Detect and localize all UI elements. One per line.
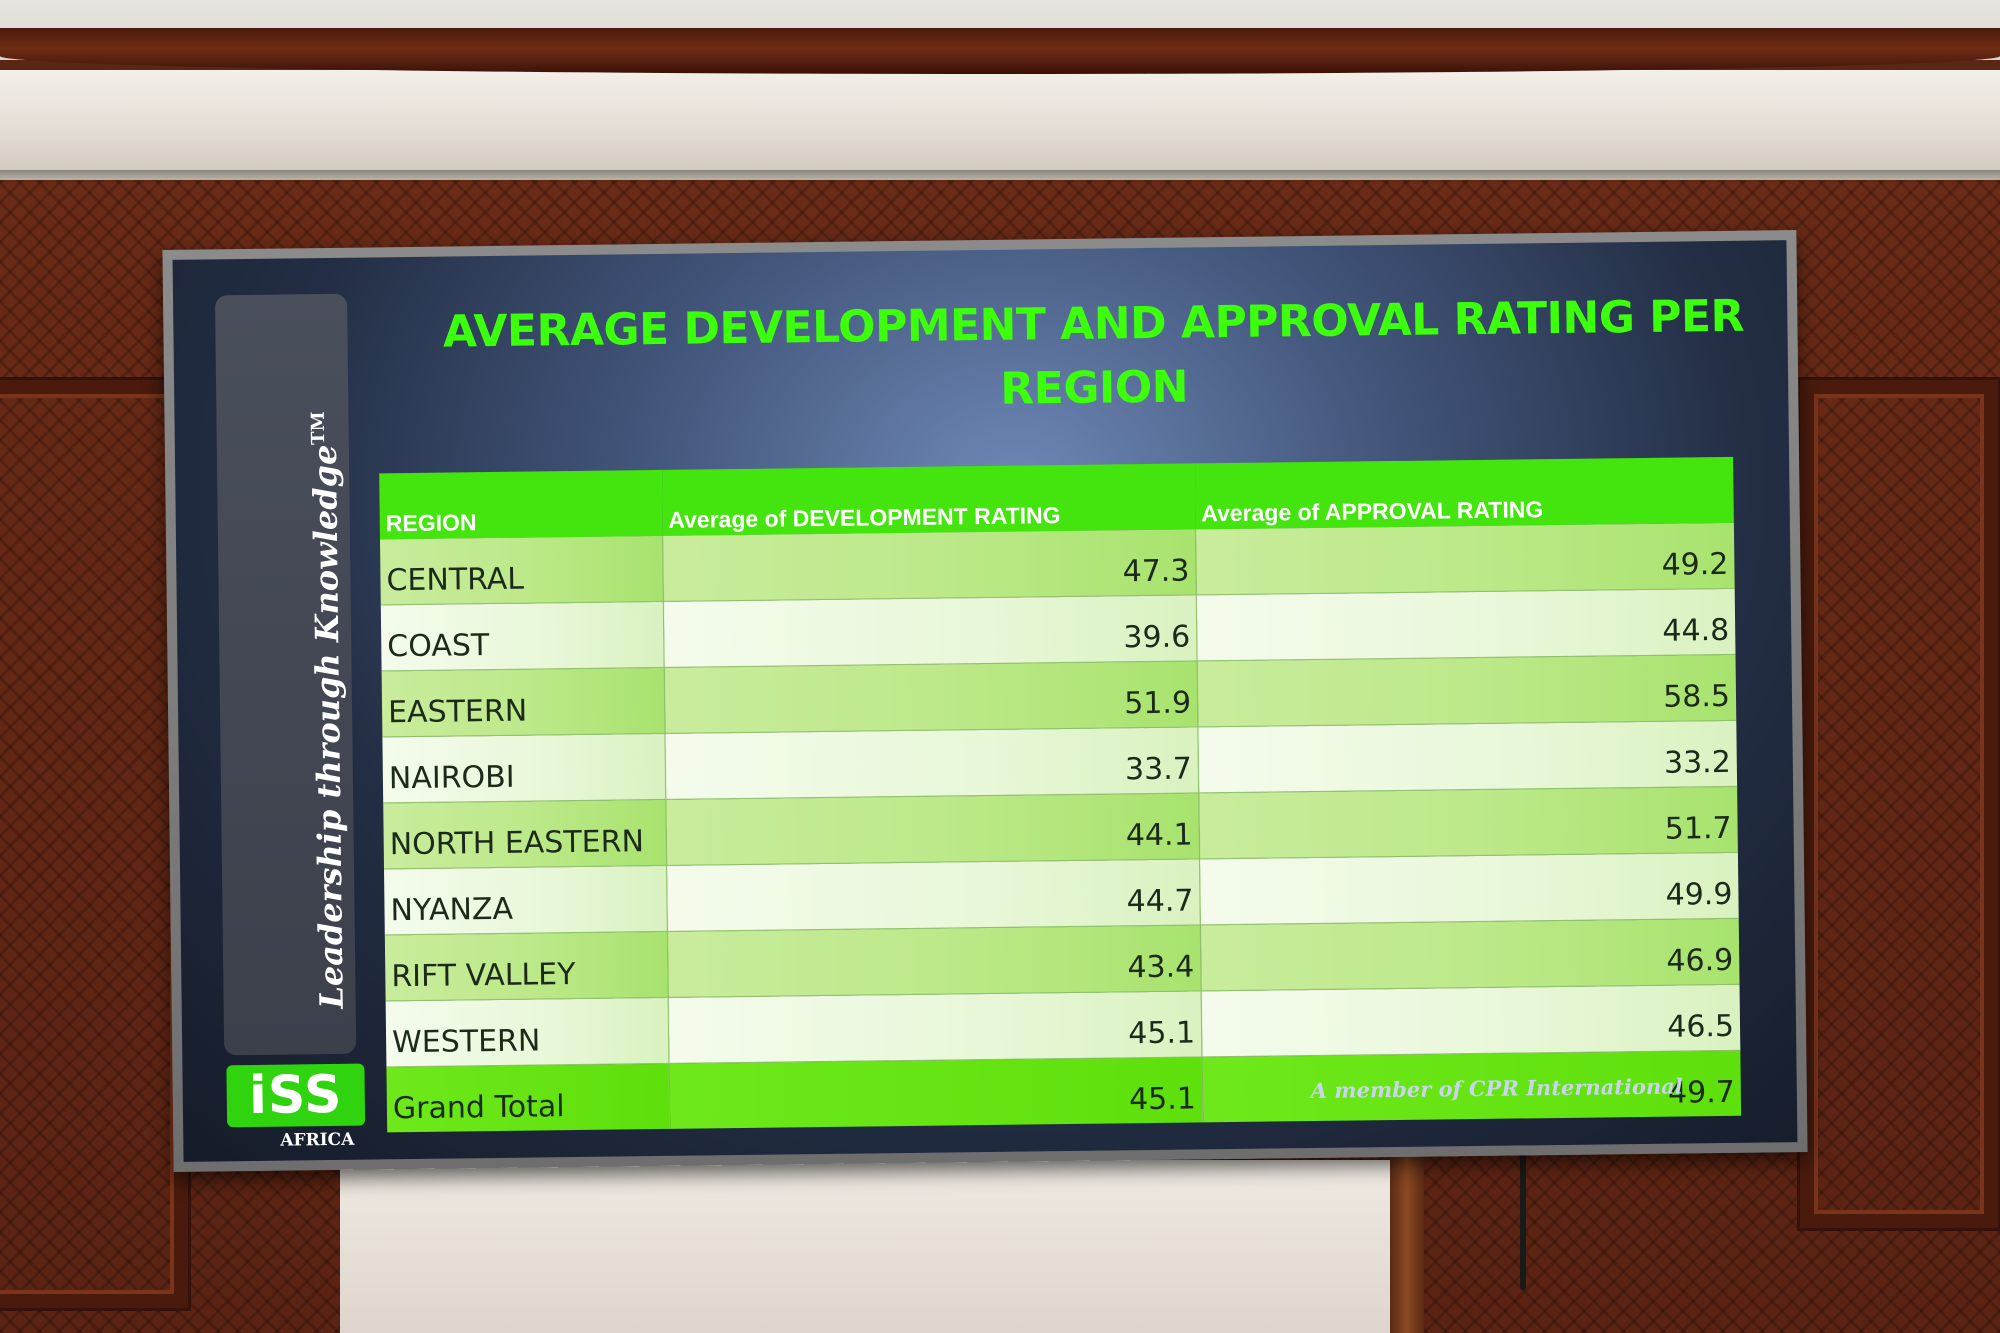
ratings-table: REGION Average of DEVELOPMENT RATING Ave…: [379, 456, 1742, 1133]
total-development-cell: 45.1: [668, 1056, 1203, 1129]
development-cell: 39.6: [663, 594, 1198, 668]
region-cell: CENTRAL: [379, 535, 664, 605]
development-cell: 43.4: [667, 924, 1202, 998]
logo-text: iSS: [248, 1064, 343, 1127]
iss-africa-logo: iSS AFRICA: [226, 1063, 367, 1152]
region-cell: COAST: [380, 601, 665, 671]
development-cell: 44.7: [666, 858, 1201, 932]
wall-band-shadow: [0, 170, 2000, 184]
approval-cell: 51.7: [1198, 786, 1738, 859]
tagline-text: Leadership through KnowledgeTM: [305, 411, 351, 1009]
tv-screen-frame: Leadership through KnowledgeTM iSS AFRIC…: [162, 230, 1808, 1172]
development-cell: 44.1: [665, 792, 1200, 866]
region-cell: NAIROBI: [382, 733, 666, 803]
approval-cell: 49.2: [1195, 522, 1735, 595]
header-development: Average of DEVELOPMENT RATING: [661, 463, 1196, 536]
screen-stand-pole: [1390, 1150, 1424, 1333]
total-label-cell: Grand Total: [386, 1063, 670, 1133]
approval-cell: 58.5: [1197, 654, 1737, 727]
development-cell: 45.1: [668, 990, 1202, 1064]
wall-band: [0, 70, 2000, 180]
wall-below-screen: [340, 1160, 1390, 1333]
approval-cell: 46.9: [1200, 918, 1740, 991]
development-cell: 33.7: [664, 726, 1199, 800]
logo-badge: iSS: [226, 1063, 366, 1128]
presentation-slide: Leadership through KnowledgeTM iSS AFRIC…: [172, 240, 1798, 1162]
approval-cell: 49.9: [1199, 852, 1739, 925]
panel-frame-left: [0, 380, 188, 1308]
panel-frame-right: [1800, 380, 1998, 1228]
region-cell: EASTERN: [381, 667, 665, 737]
region-cell: NORTH EASTERN: [383, 799, 667, 869]
development-cell: 47.3: [662, 529, 1197, 602]
header-region: REGION: [379, 469, 663, 540]
region-cell: RIFT VALLEY: [384, 931, 669, 1001]
slide-sidebar: Leadership through KnowledgeTM: [214, 293, 357, 1056]
cornice: [0, 28, 2000, 74]
approval-cell: 33.2: [1197, 720, 1738, 793]
development-cell: 51.9: [664, 660, 1198, 734]
region-cell: NYANZA: [384, 865, 668, 935]
power-cable: [1520, 1150, 1526, 1290]
approval-cell: 44.8: [1196, 588, 1736, 661]
approval-cell: 46.5: [1201, 984, 1741, 1057]
slide-title: AVERAGE DEVELOPMENT AND APPROVAL RATING …: [442, 290, 1745, 415]
region-cell: WESTERN: [385, 997, 669, 1067]
logo-subtext: AFRICA: [280, 1129, 355, 1151]
header-approval: Average of APPROVAL RATING: [1194, 456, 1734, 530]
